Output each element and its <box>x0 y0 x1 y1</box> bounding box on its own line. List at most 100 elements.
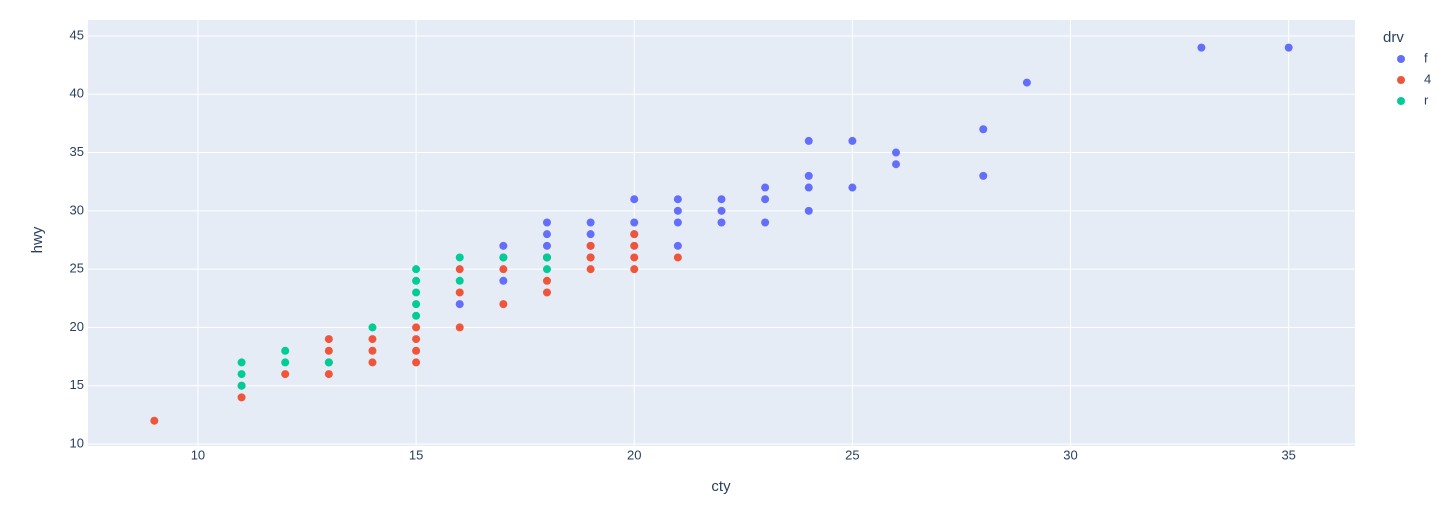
point <box>412 311 421 320</box>
point <box>542 288 551 297</box>
point <box>673 218 682 227</box>
point <box>412 335 421 344</box>
point <box>499 241 508 250</box>
point <box>412 288 421 297</box>
point <box>455 265 464 274</box>
y-tick-label: 20 <box>70 319 84 334</box>
y-tick-label: 30 <box>70 202 84 217</box>
point <box>455 323 464 332</box>
point <box>630 265 639 274</box>
point <box>586 230 595 239</box>
legend-label: 4 <box>1424 71 1431 86</box>
x-tick-label: 15 <box>409 447 423 462</box>
point <box>673 206 682 215</box>
point <box>630 241 639 250</box>
point <box>761 218 770 227</box>
point <box>892 160 901 169</box>
point <box>499 253 508 262</box>
point <box>892 148 901 157</box>
point <box>281 358 290 367</box>
point <box>586 265 595 274</box>
point <box>848 136 857 145</box>
point <box>673 195 682 204</box>
point <box>368 346 377 355</box>
point <box>804 206 813 215</box>
y-tick-label: 10 <box>70 435 84 450</box>
point <box>542 276 551 285</box>
point <box>717 218 726 227</box>
point <box>237 381 246 390</box>
point <box>761 195 770 204</box>
point <box>368 335 377 344</box>
legend-label: r <box>1424 92 1429 107</box>
point <box>804 183 813 192</box>
point <box>1197 43 1206 52</box>
point <box>455 253 464 262</box>
y-tick-label: 35 <box>70 144 84 159</box>
point <box>673 241 682 250</box>
point <box>1284 43 1293 52</box>
point <box>499 300 508 309</box>
point <box>542 265 551 274</box>
point <box>455 276 464 285</box>
point <box>848 183 857 192</box>
point <box>630 195 639 204</box>
point <box>979 125 988 134</box>
x-tick-label: 10 <box>191 447 205 462</box>
point <box>412 346 421 355</box>
point <box>630 253 639 262</box>
point <box>412 265 421 274</box>
point <box>150 416 159 425</box>
point <box>717 206 726 215</box>
point <box>412 323 421 332</box>
point <box>630 230 639 239</box>
point <box>455 288 464 297</box>
point <box>412 300 421 309</box>
point <box>324 358 333 367</box>
point <box>368 323 377 332</box>
point <box>237 370 246 379</box>
point <box>412 358 421 367</box>
point <box>804 136 813 145</box>
x-tick-label: 30 <box>1063 447 1077 462</box>
x-tick-label: 20 <box>627 447 641 462</box>
point <box>237 393 246 402</box>
point <box>804 171 813 180</box>
point <box>630 218 639 227</box>
point <box>368 358 377 367</box>
x-tick-label: 25 <box>845 447 859 462</box>
point <box>324 335 333 344</box>
point <box>1022 78 1031 87</box>
legend-marker <box>1397 76 1405 84</box>
point <box>455 300 464 309</box>
point <box>979 171 988 180</box>
point <box>542 230 551 239</box>
legend-label: f <box>1424 50 1428 65</box>
point <box>281 346 290 355</box>
y-tick-label: 45 <box>70 27 84 42</box>
x-tick-label: 35 <box>1281 447 1295 462</box>
y-tick-label: 25 <box>70 261 84 276</box>
point <box>412 276 421 285</box>
point <box>499 276 508 285</box>
legend-title: drv <box>1383 29 1404 46</box>
point <box>542 253 551 262</box>
point <box>499 265 508 274</box>
point <box>673 253 682 262</box>
point <box>281 370 290 379</box>
plot-area <box>88 20 1355 446</box>
point <box>586 218 595 227</box>
point <box>324 346 333 355</box>
point <box>542 218 551 227</box>
point <box>761 183 770 192</box>
y-tick-label: 15 <box>70 377 84 392</box>
point <box>542 241 551 250</box>
legend-marker <box>1397 55 1405 63</box>
y-tick-label: 40 <box>70 86 84 101</box>
point <box>586 253 595 262</box>
point <box>586 241 595 250</box>
y-axis-title: hwy <box>29 226 46 253</box>
legend-marker <box>1397 97 1405 105</box>
point <box>324 370 333 379</box>
